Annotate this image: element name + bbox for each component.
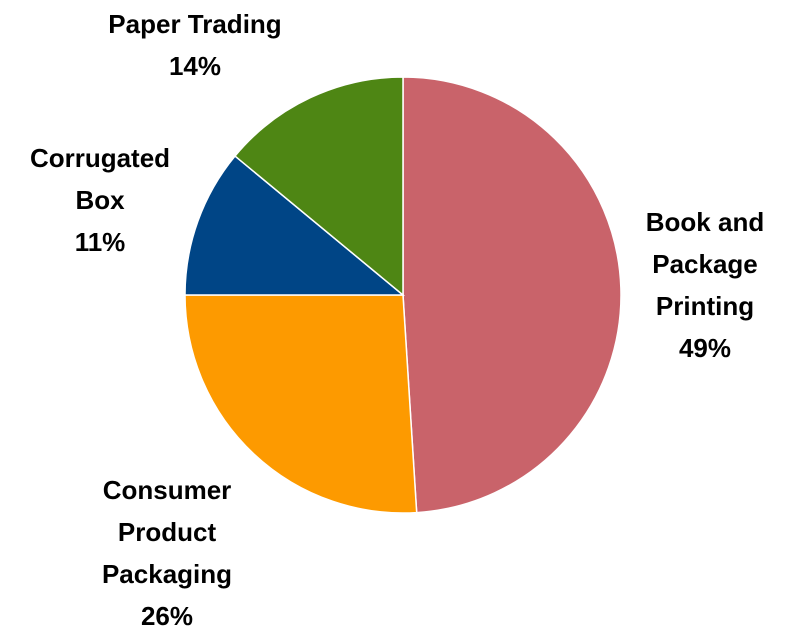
category-label: Paper Trading [108, 9, 282, 39]
slice-label: Consumer Product Packaging 26% [77, 469, 257, 629]
slice-label: Paper Trading 14% [55, 3, 335, 87]
category-label: Book and Package Printing [645, 207, 765, 321]
category-label: Consumer Product Packaging [101, 475, 233, 589]
pie-slice [184, 294, 418, 514]
value-label: 26% [140, 601, 194, 629]
pie-slice [233, 76, 404, 297]
category-label: Corrugated Box [29, 143, 171, 215]
slice-label: Corrugated Box 11% [5, 137, 195, 263]
value-label: 49% [678, 333, 732, 363]
slice-label: Book and Package Printing 49% [630, 201, 780, 369]
value-label: 14% [168, 51, 222, 81]
pie-slice [402, 76, 622, 514]
value-label: 11% [74, 227, 126, 257]
pie-slice [184, 154, 406, 296]
